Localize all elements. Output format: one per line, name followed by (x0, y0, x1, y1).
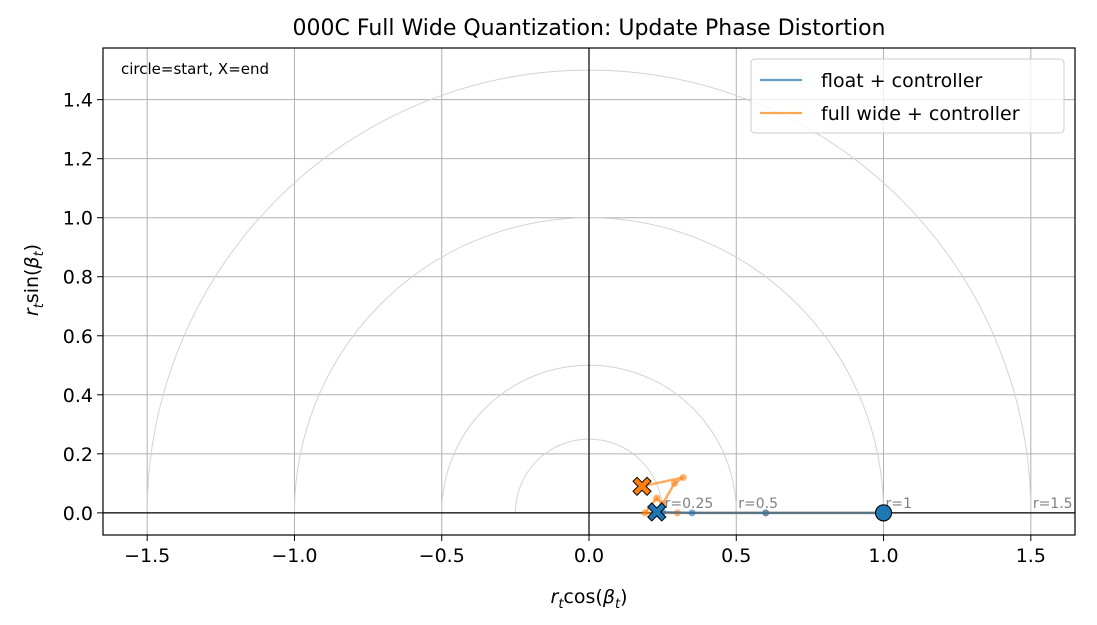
y-tick-label: 0.4 (63, 385, 93, 407)
legend-box (750, 58, 1065, 134)
x-tick-label: 1.0 (868, 545, 898, 567)
x-tick-label: 1.5 (1016, 545, 1046, 567)
series-point (688, 509, 696, 517)
y-tick-label: 0.6 (63, 326, 93, 348)
end-marker (632, 476, 652, 497)
legend: float + controller full wide + controlle… (750, 58, 1065, 134)
y-axis-label: rtsin(βt) (21, 244, 47, 316)
marker-annotation: circle=start, X=end (121, 60, 269, 78)
x-tick-label: 0.5 (721, 545, 751, 567)
y-tick-label: 0.8 (63, 267, 93, 289)
x-tick-label: −1.5 (124, 545, 170, 567)
chart-title: 000C Full Wide Quantization: Update Phas… (293, 16, 886, 41)
reference-circle-label: r=0.5 (738, 496, 778, 512)
end-marker (647, 502, 667, 522)
series-point (670, 479, 678, 487)
legend-label-float: float + controller (821, 70, 983, 92)
y-tick-label: 1.4 (63, 90, 93, 112)
x-axis-label: rtcos(βt) (551, 586, 628, 612)
axis-ticks: −1.5 −1.0 −0.5 0.0 0.5 1.0 1.5 0.0 0.2 0.4 0.6 0.8 1… (63, 90, 1046, 567)
reference-circles: r=0.25 r=0.5 r=1 r=1.5 (146, 69, 1073, 513)
legend-label-full-wide: full wide + controller (821, 103, 1020, 125)
series-point (653, 494, 661, 502)
y-tick-label: 1.0 (63, 208, 93, 230)
series-point (679, 473, 687, 481)
series-point (641, 509, 649, 517)
y-tick-label: 0.0 (63, 503, 93, 525)
start-marker (875, 504, 893, 522)
series-lines (632, 473, 893, 522)
y-tick-label: 0.2 (63, 444, 93, 466)
y-axis-label-group: rtsin(βt) (21, 244, 47, 316)
x-tick-label: −1.0 (271, 545, 317, 567)
zero-axes (103, 48, 1075, 535)
series-point (762, 509, 770, 517)
y-tick-label: 1.2 (63, 149, 93, 171)
reference-circle-label: r=0.25 (665, 496, 714, 512)
reference-circle-label: r=1.5 (1033, 496, 1073, 512)
reference-circle-label: r=1 (886, 496, 912, 512)
x-tick-label: 0.0 (574, 545, 604, 567)
x-tick-label: −0.5 (419, 545, 465, 567)
